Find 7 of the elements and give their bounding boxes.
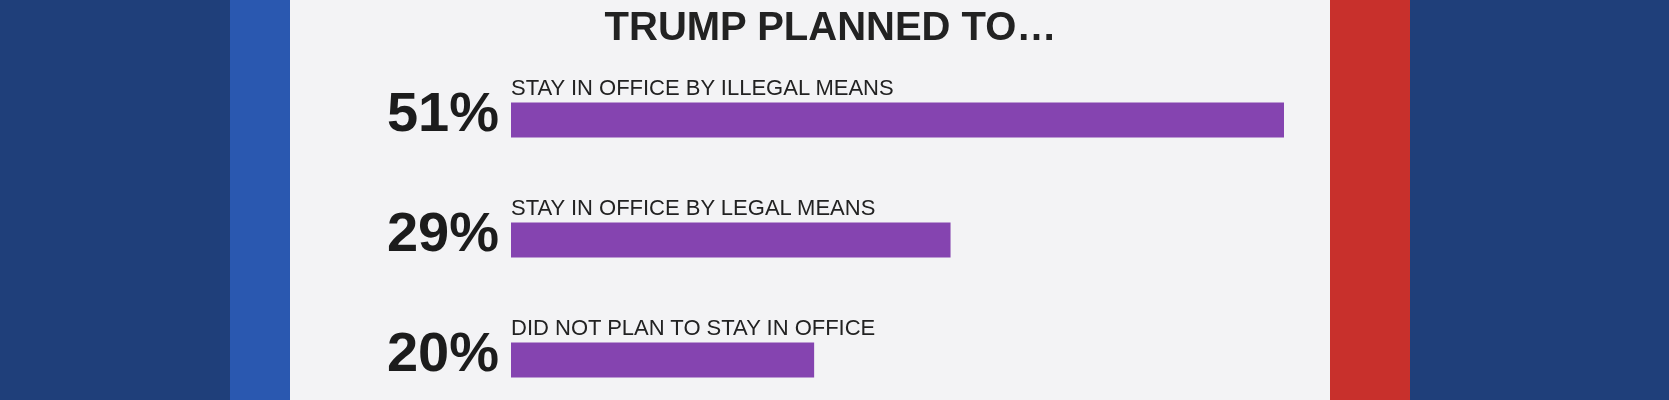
data-label: 20% xyxy=(386,320,499,383)
data-label: 29% xyxy=(386,200,499,263)
chart-title: TRUMP PLANNED TO… xyxy=(604,4,1057,48)
y-tick-label: DID NOT PLAN TO STAY IN OFFICE xyxy=(511,315,876,340)
data-label: 51% xyxy=(386,80,499,143)
y-tick-label: STAY IN OFFICE BY LEGAL MEANS xyxy=(511,195,876,220)
y-tick-label: STAY IN OFFICE BY ILLEGAL MEANS xyxy=(511,75,894,100)
